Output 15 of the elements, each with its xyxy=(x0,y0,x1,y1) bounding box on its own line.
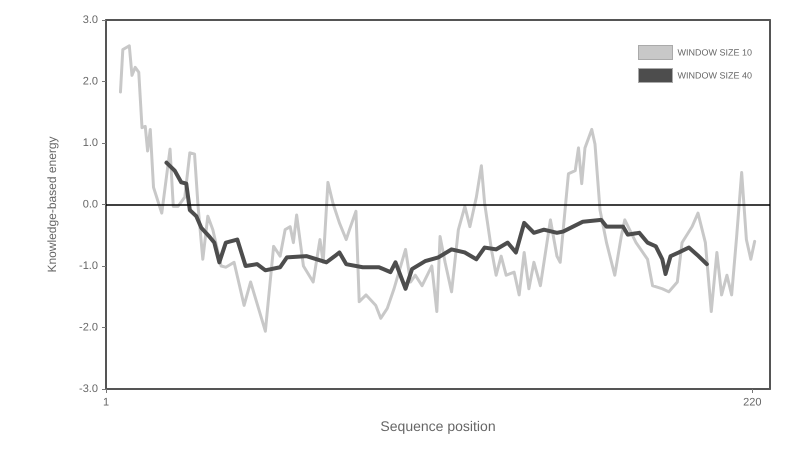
y-tick-label: 0.0 xyxy=(82,198,98,210)
y-tick-label: -1.0 xyxy=(79,260,98,272)
legend-label: WINDOW SIZE 10 xyxy=(677,48,752,58)
y-tick-label: -3.0 xyxy=(79,383,98,395)
y-tick-label: -2.0 xyxy=(79,322,98,334)
x-axis-title: Sequence position xyxy=(380,418,496,434)
x-tick-label: 220 xyxy=(743,396,762,408)
legend-label: WINDOW SIZE 40 xyxy=(677,70,752,80)
y-tick-label: 2.0 xyxy=(82,76,98,88)
y-tick-label: 1.0 xyxy=(82,137,98,149)
y-tick-label: 3.0 xyxy=(82,14,98,26)
y-axis-title: Knowledge-based energy xyxy=(45,136,59,273)
line-series xyxy=(118,44,756,333)
line-series xyxy=(164,160,709,291)
x-tick-label: 1 xyxy=(102,396,110,408)
